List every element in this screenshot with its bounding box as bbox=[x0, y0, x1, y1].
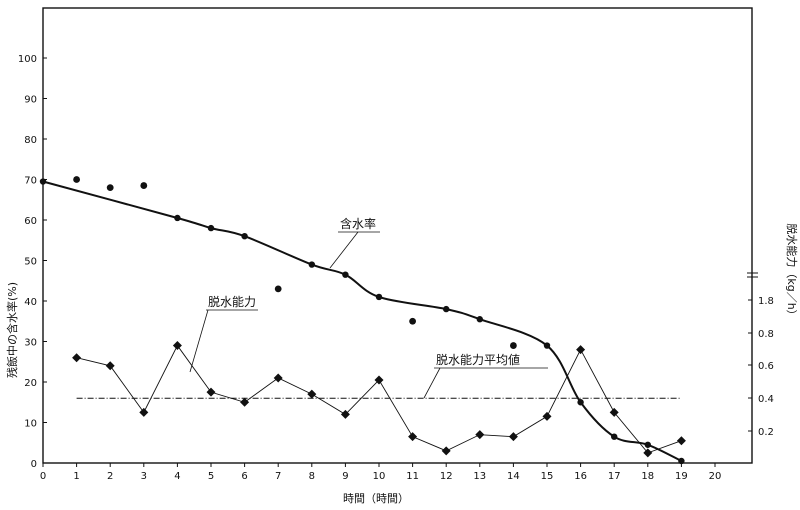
x-tick-label: 10 bbox=[373, 471, 386, 482]
x-tick-label: 14 bbox=[507, 471, 520, 482]
dehydration-diamond-point bbox=[374, 375, 384, 385]
moisture-scatter-point bbox=[73, 176, 80, 183]
annotation-leader bbox=[329, 231, 359, 269]
dehydration-diamond-point bbox=[240, 397, 250, 407]
moisture-point bbox=[443, 305, 450, 313]
x-tick-label: 19 bbox=[675, 471, 688, 482]
dehydration-series-line bbox=[76, 344, 682, 454]
dehydration-diamond-point bbox=[139, 407, 149, 417]
moisture-point bbox=[644, 441, 651, 448]
dehydration-diamond-point bbox=[475, 430, 485, 440]
dehydration-diamond-point bbox=[206, 387, 216, 397]
dehydration-diamond-point bbox=[508, 432, 518, 442]
y-left-tick-label: 90 bbox=[24, 95, 37, 106]
moisture-scatter-point bbox=[510, 342, 517, 349]
moisture-point bbox=[611, 433, 618, 440]
y-axis-right: 0.2 0.4 0.6 0.8 1.8 bbox=[747, 272, 774, 438]
moisture-scatter-point bbox=[274, 285, 282, 293]
y-left-tick-label: 40 bbox=[24, 297, 37, 308]
x-tick-label: 5 bbox=[208, 471, 214, 482]
moisture-scatter-point bbox=[140, 182, 148, 189]
moisture-point bbox=[543, 342, 551, 349]
dehydration-diamond-point bbox=[105, 361, 115, 371]
x-tick-label: 11 bbox=[406, 471, 419, 482]
y-axis-left: 0 10 20 30 40 50 60 70 80 90 100 bbox=[18, 54, 47, 470]
x-tick-label: 12 bbox=[440, 471, 453, 482]
moisture-point bbox=[308, 261, 315, 268]
moisture-point bbox=[678, 457, 685, 465]
dehydration-diamond-point bbox=[576, 345, 586, 355]
dehydration-diamond-point bbox=[643, 448, 653, 458]
y-left-tick-label: 10 bbox=[24, 419, 37, 430]
y-right-tick-label: 0.4 bbox=[758, 394, 774, 405]
moisture-point bbox=[39, 178, 47, 185]
x-tick-label: 3 bbox=[141, 471, 147, 482]
annotation-label: 含水率 bbox=[340, 216, 376, 231]
x-axis: 0 1 2 3 4 5 6 7 8 9 10 11 12 13 14 15 16 17 18 19 20 bbox=[40, 463, 722, 482]
y-right-tick-label: 0.8 bbox=[758, 329, 774, 340]
y-axis-left-title: 残飯中の含水率(%) bbox=[5, 282, 19, 378]
moisture-point bbox=[375, 293, 383, 301]
dehydration-diamond-point bbox=[172, 341, 182, 351]
x-tick-label: 18 bbox=[641, 471, 654, 482]
annotation-leader bbox=[423, 367, 441, 399]
dehydration-diamond-point bbox=[72, 353, 82, 363]
plot-frame bbox=[42, 7, 753, 464]
y-left-tick-label: 60 bbox=[24, 216, 37, 227]
x-tick-label: 1 bbox=[73, 471, 79, 482]
x-tick-label: 16 bbox=[574, 471, 587, 482]
moisture-point bbox=[476, 316, 483, 323]
dehydration-diamond-point bbox=[408, 432, 418, 442]
y-right-tick-label: 1.8 bbox=[758, 296, 774, 307]
moisture-scatter-point bbox=[409, 317, 416, 325]
x-tick-label: 17 bbox=[608, 471, 621, 482]
y-axis-right-title: 脱水能力（kg／h） bbox=[785, 223, 799, 320]
dehydration-diamond-point bbox=[307, 389, 317, 399]
y-right-tick-label: 0.2 bbox=[758, 427, 774, 438]
moisture-point bbox=[342, 271, 349, 278]
x-tick-label: 4 bbox=[174, 471, 180, 482]
moisture-point bbox=[207, 224, 215, 232]
y-left-tick-label: 70 bbox=[24, 176, 37, 187]
x-tick-label: 9 bbox=[342, 471, 348, 482]
x-tick-label: 20 bbox=[709, 471, 722, 482]
dehydration-diamond-point bbox=[273, 373, 283, 383]
y-right-tick-label: 0.6 bbox=[758, 361, 774, 372]
x-tick-label: 2 bbox=[107, 471, 113, 482]
x-tick-label: 6 bbox=[241, 471, 247, 482]
dehydration-diamond-point bbox=[340, 409, 350, 419]
plot-border bbox=[42, 7, 753, 464]
y-left-tick-label: 50 bbox=[24, 257, 37, 268]
dehydration-diamond-point bbox=[676, 436, 686, 446]
y-left-tick-label: 100 bbox=[18, 54, 37, 65]
series-group bbox=[39, 176, 686, 465]
dehydration-diamond-point bbox=[441, 446, 451, 456]
y-left-tick-label: 30 bbox=[24, 338, 37, 349]
dehydration-diamond-point bbox=[542, 411, 552, 421]
x-tick-label: 7 bbox=[275, 471, 281, 482]
x-tick-label: 13 bbox=[473, 471, 486, 482]
x-tick-label: 8 bbox=[309, 471, 315, 482]
x-axis-title: 時間（時間） bbox=[343, 492, 409, 505]
x-tick-label: 15 bbox=[541, 471, 554, 482]
y-left-tick-label: 20 bbox=[24, 378, 37, 389]
y-left-tick-label: 80 bbox=[24, 135, 37, 146]
moisture-scatter-point bbox=[106, 184, 114, 192]
x-tick-label: 0 bbox=[40, 471, 46, 482]
y-left-tick-label: 0 bbox=[31, 459, 37, 470]
moisture-point bbox=[174, 214, 181, 222]
moisture-point bbox=[241, 233, 248, 240]
annotation-label: 脱水能力 bbox=[208, 294, 256, 309]
annotation-leader bbox=[189, 309, 209, 373]
dehydration-diamond-point bbox=[609, 407, 619, 417]
moisture-point bbox=[577, 399, 584, 406]
annotation-label: 脱水能力平均値 bbox=[436, 352, 520, 367]
